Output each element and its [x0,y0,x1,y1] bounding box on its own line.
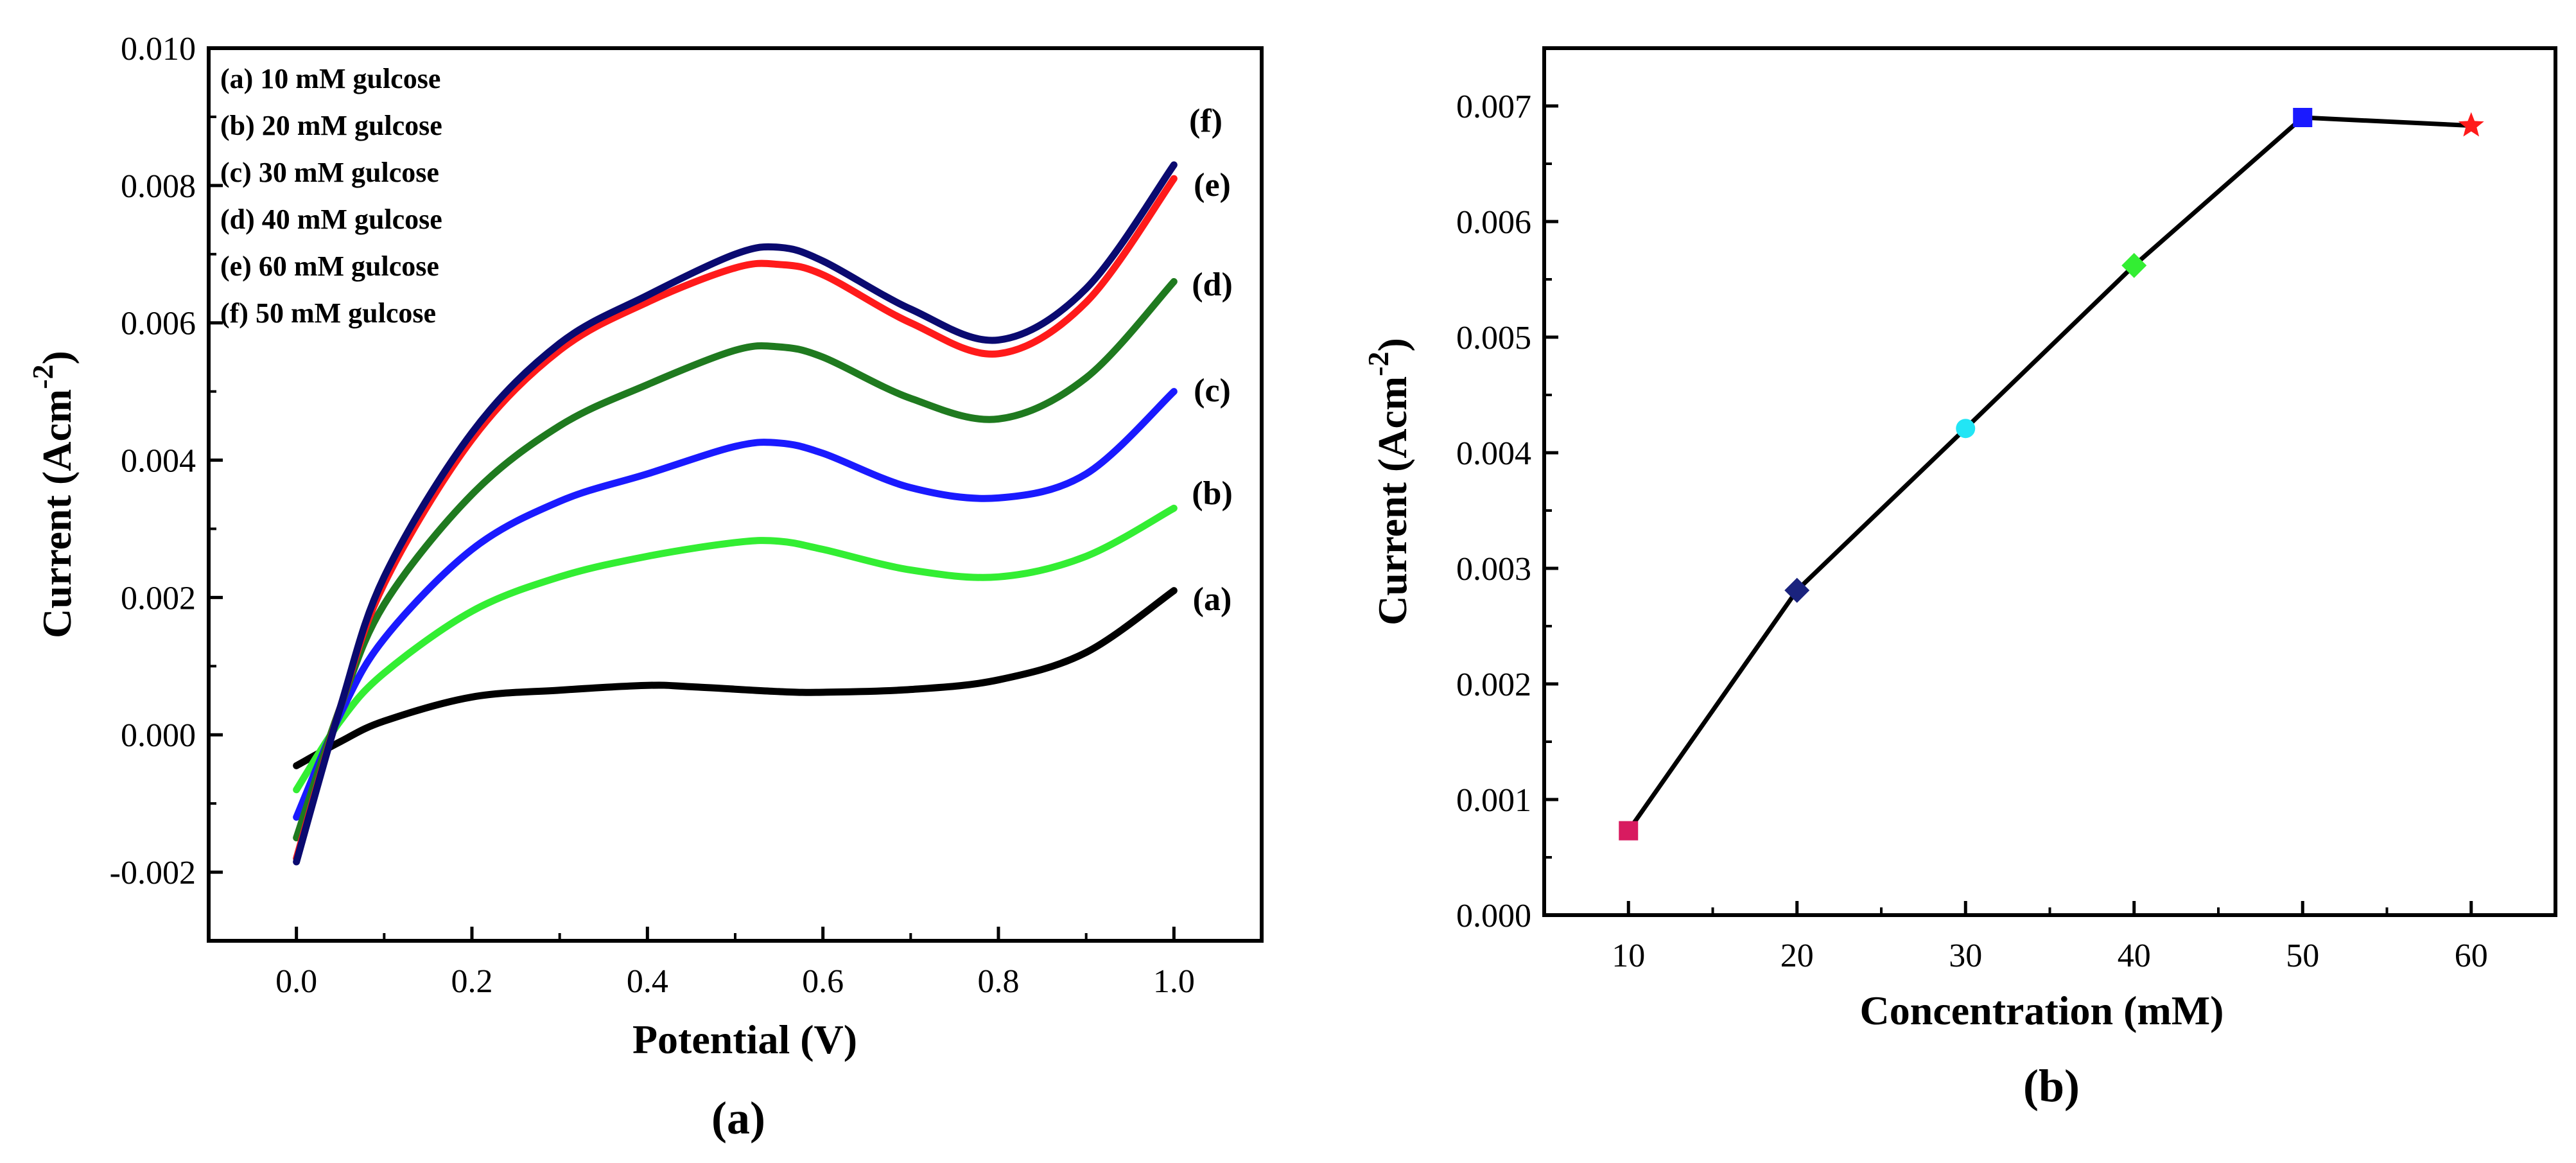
legend-entry-a: (a) 10 mM gulcose [220,63,440,94]
y-tick-label-a: 0.008 [121,168,196,205]
x-axis-ticks-b: 10 20 30 40 50 60 [1543,901,2557,974]
series-line-0 [293,587,1178,769]
data-point-marker [1956,419,1976,439]
series-line [1626,115,2471,832]
x-tick-label-b: 10 [1612,938,1645,974]
plot-frame-b [1542,46,2557,917]
y-axis-ticks-a: -0.002 0.000 0.002 0.004 0.006 0.008 0.010 [110,31,223,891]
x-tick-label-a: 1.0 [1153,963,1195,1000]
series-line-5 [293,161,1178,866]
markers-b [1619,108,2484,841]
legend-entry-a: (d) 40 mM gulcose [220,204,442,235]
chart-panel-b: 10 20 30 40 50 60 0.0000.0010.0020.0030.0040.… [1362,46,2557,1112]
panel-label-a: (a) [711,1092,765,1144]
data-point-marker [2293,108,2313,127]
y-tick-label-a: 0.002 [121,580,196,616]
y-tick-label-b: 0.006 [1456,204,1531,241]
legend-entry-a: (e) 60 mM gulcose [220,250,439,282]
legend-a: (a) 10 mM gulcose (b) 20 mM gulcose (c) 30… [220,63,442,329]
y-tick-label-a: 0.006 [121,306,196,342]
curve-label-a: (b) [1192,475,1233,512]
y-tick-label-b: 0.003 [1456,551,1531,588]
curves-a [293,161,1178,866]
y-axis-label-b: Current (Acm-2) [1362,338,1415,625]
curve-labels-a: (a) (b) (c) (d) (e) (f) [1189,103,1233,618]
legend-entry-a: (b) 20 mM gulcose [220,110,442,141]
y-tick-label-a: -0.002 [110,855,196,891]
x-tick-label-a: 0.8 [978,963,1020,1000]
chart-panel-a: 0.0 0.2 0.4 0.6 0.8 1.0 -0.002 0.000 0.002 0.004… [26,31,1264,1144]
curve-label-a: (e) [1194,167,1231,204]
x-axis-ticks-a: 0.0 0.2 0.4 0.6 0.8 1.0 [207,927,1195,1000]
y-tick-label-a: 0.010 [121,31,196,67]
x-axis-label-a: Potential (V) [632,1017,857,1062]
x-tick-label-b: 60 [2455,938,2488,974]
data-point-marker [1619,821,1639,841]
data-point-marker [2121,252,2147,278]
y-tick-label-b: 0.004 [1456,435,1531,472]
series-line-b [1626,115,2471,832]
curve-label-a: (f) [1189,103,1223,139]
data-point-marker [1784,577,1810,603]
y-tick-label-a: 0.004 [121,443,196,480]
curve-label-a: (c) [1194,372,1231,409]
series-line-1 [293,504,1178,794]
y-tick-label-b: 0.002 [1456,667,1531,703]
x-tick-label-b: 50 [2286,938,2319,974]
series-line-2 [293,388,1178,821]
x-tick-label-b: 20 [1780,938,1814,974]
y-tick-label-b: 0.000 [1456,898,1531,934]
y-tick-label-b: 0.005 [1456,320,1531,356]
y-axis-ticks-b: 0.000 0.001 0.002 0.003 0.004 0.005 0.006 0.007 [1456,89,1558,934]
y-axis-label-a: Current (Acm-2) [26,351,80,638]
legend-entry-a: (f) 50 mM gulcose [220,297,436,329]
x-tick-label-a: 0.4 [627,963,668,1000]
panel-label-b: (b) [2023,1060,2080,1112]
legend-entry-a: (c) 30 mM gulcose [220,157,439,188]
series-line-3 [293,278,1178,842]
data-point-marker [2458,112,2484,137]
x-tick-label-b: 30 [1949,938,1982,974]
x-tick-label-a: 0.2 [451,963,493,1000]
y-tick-label-b: 0.001 [1456,782,1531,819]
y-tick-label-a: 0.000 [121,717,196,754]
curve-label-a: (a) [1193,581,1232,618]
x-axis-label-b: Concentration (mM) [1860,988,2224,1033]
y-tick-label-b: 0.007 [1456,89,1531,125]
x-tick-label-a: 0.0 [275,963,317,1000]
curve-label-a: (d) [1192,267,1233,303]
x-tick-label-a: 0.6 [802,963,844,1000]
x-tick-label-b: 40 [2118,938,2151,974]
